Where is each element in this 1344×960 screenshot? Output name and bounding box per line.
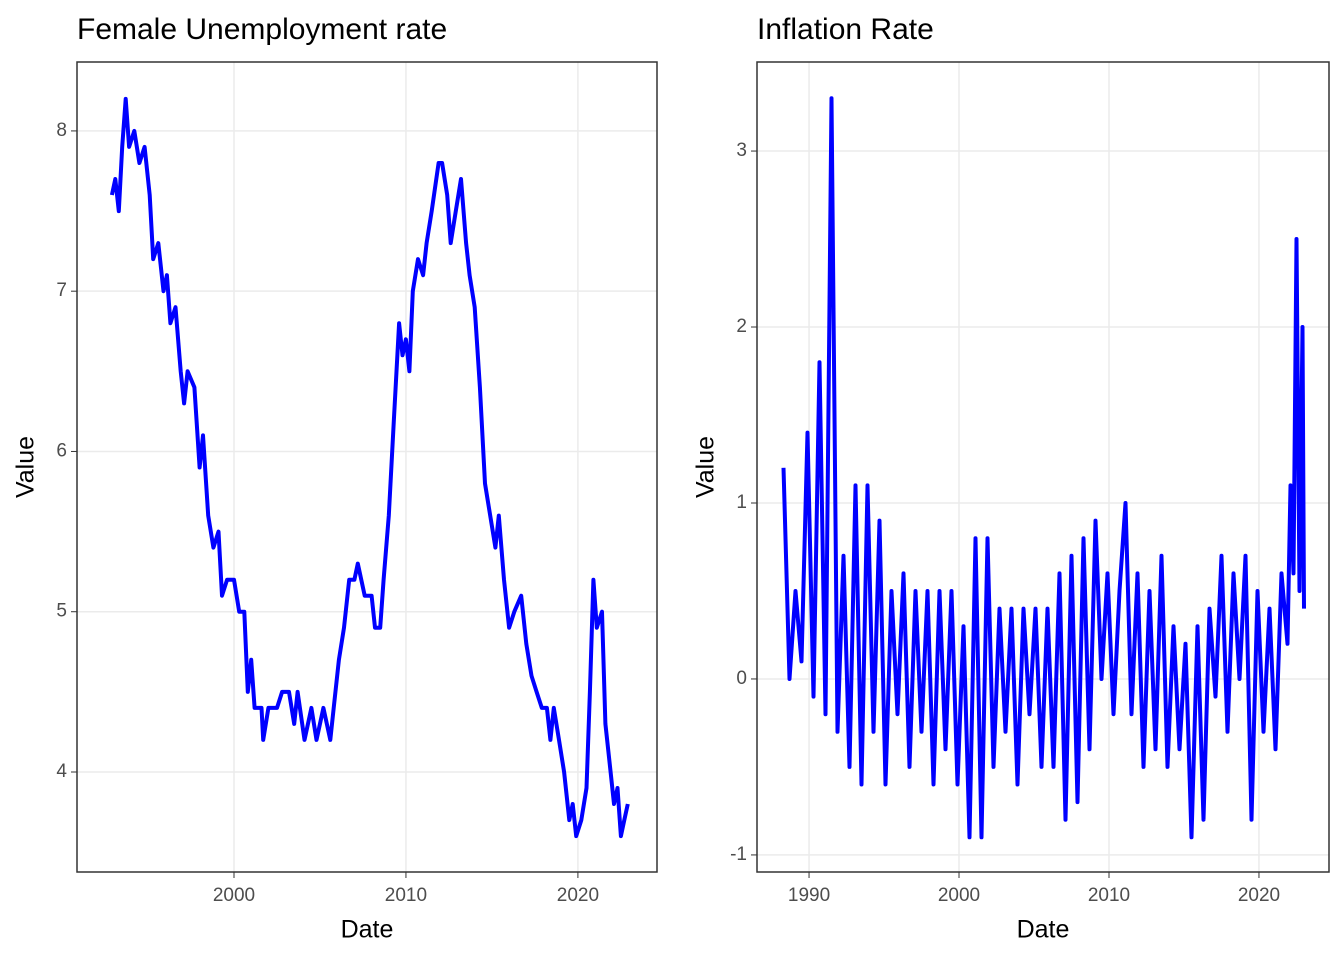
x-axis-label: Date: [341, 916, 394, 944]
y-axis-label: Value: [12, 436, 40, 498]
x-tick-label: 1990: [788, 885, 830, 906]
data-line: [109, 96, 630, 839]
x-tick-label: 2000: [938, 885, 980, 906]
y-tick-label: 0: [736, 668, 747, 689]
y-tick-label: 5: [56, 601, 67, 622]
y-tick-label: 7: [56, 280, 67, 301]
plot-border: [756, 61, 1330, 873]
y-tick-label: 6: [56, 440, 67, 461]
x-axis-label: Date: [1017, 916, 1070, 944]
y-tick-label: 1: [736, 492, 747, 513]
chart-title: Female Unemployment rate: [77, 13, 447, 46]
y-tick-label: 3: [736, 140, 747, 161]
x-tick-label: 2010: [1088, 885, 1130, 906]
x-tick-label: 2020: [1238, 885, 1280, 906]
y-tick-label: 8: [56, 120, 67, 141]
x-tick-label: 2020: [557, 885, 599, 906]
y-axis-label: Value: [692, 436, 720, 498]
data-line: [781, 96, 1306, 840]
y-tick-label: 4: [56, 761, 67, 782]
y-tick-label: 2: [736, 316, 747, 337]
x-tick-label: 2010: [385, 885, 427, 906]
plot-background: [77, 62, 657, 872]
x-tick-label: 2000: [213, 885, 255, 906]
y-tick-label: -1: [730, 844, 747, 865]
chart-title: Inflation Rate: [757, 13, 934, 46]
plot-border: [76, 61, 658, 873]
